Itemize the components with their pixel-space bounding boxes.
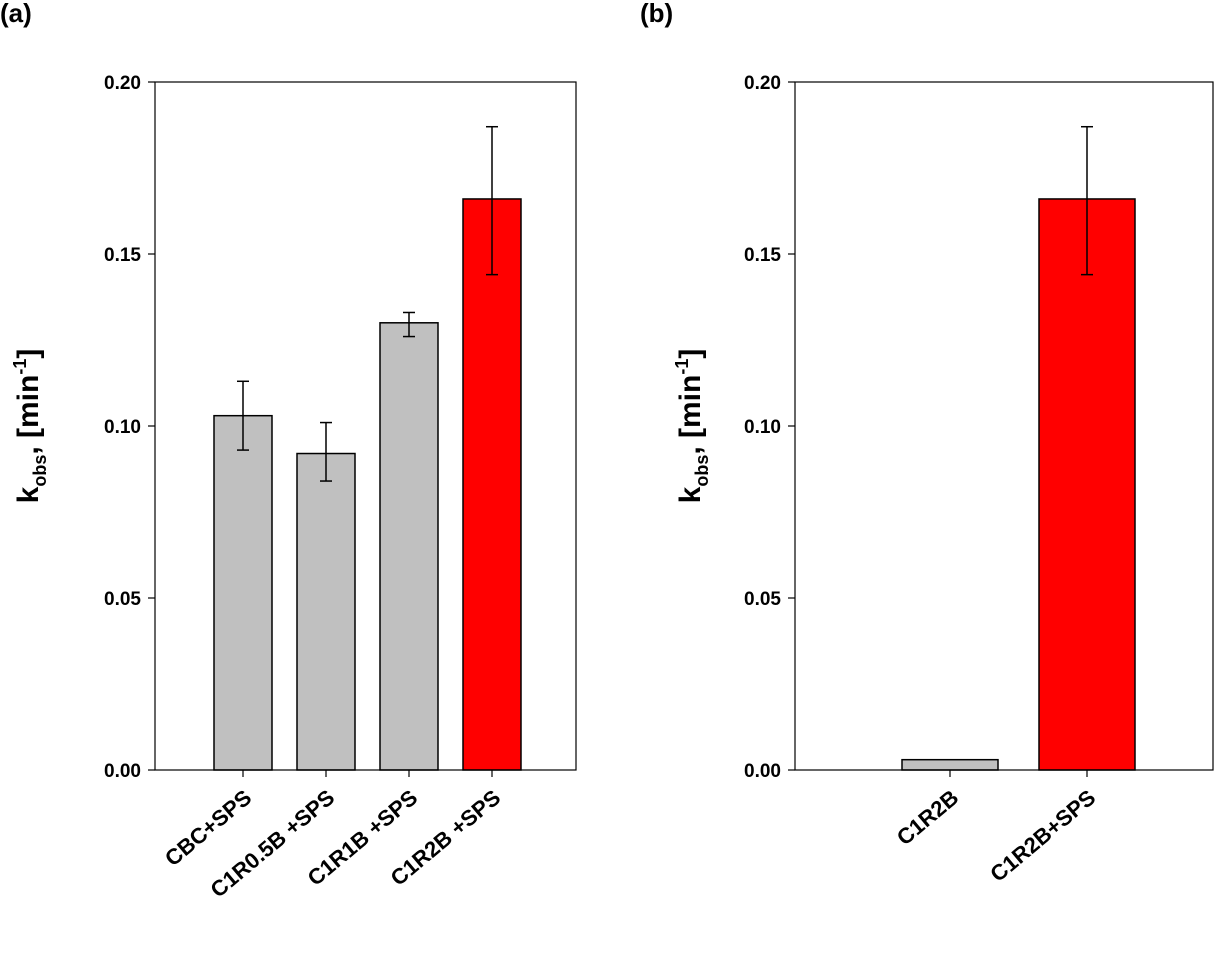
panel-b: (b) C1R2B C1R2B+SPS 0.00 0.05 0.10 0.15 0.20 kob… [640,0,1214,887]
panel-label: (b) [640,0,673,28]
y-axis-label-part: -1 [672,359,692,375]
y-axis-label: kobs, [min-1] [10,349,50,504]
y-tick-label-3: 0.15 [744,245,781,266]
y-axis-label-part: , [min [12,375,45,455]
y-tick-label-4: 0.20 [744,73,781,94]
bar-2 [379,322,439,771]
bar-0 [213,414,273,771]
y-tick-label-0: 0.00 [104,761,141,782]
y-axis-label-part: k [674,486,707,503]
bar-0 [901,758,999,771]
bar-1 [1038,198,1136,771]
y-tick-label-1: 0.05 [744,589,781,610]
y-tick-label-4: 0.20 [104,73,141,94]
y-axis-label-part: , [min [674,375,707,455]
y-axis-label-part: ] [12,349,45,359]
y-tick-label-1: 0.05 [104,589,141,610]
y-axis-label: kobs, [min-1] [672,349,712,504]
y-tick-label-3: 0.15 [104,245,141,266]
y-axis-label-part: obs [692,455,712,487]
plot-frame [794,81,1214,771]
y-axis-label-part: -1 [10,359,30,375]
y-tick-label-2: 0.10 [104,417,141,438]
x-tick-label-1: C1R2B+SPS [985,785,1100,887]
y-axis-label-part: k [12,486,45,503]
y-tick-label-2: 0.10 [744,417,781,438]
panel-label: (a) [0,0,32,28]
x-tick-label-0: C1R2B [892,785,963,851]
bar-3 [462,198,522,771]
y-axis-label-part: ] [674,349,707,359]
bar-1 [296,452,356,771]
y-tick-label-0: 0.00 [744,761,781,782]
y-axis-label-part: obs [30,455,50,487]
